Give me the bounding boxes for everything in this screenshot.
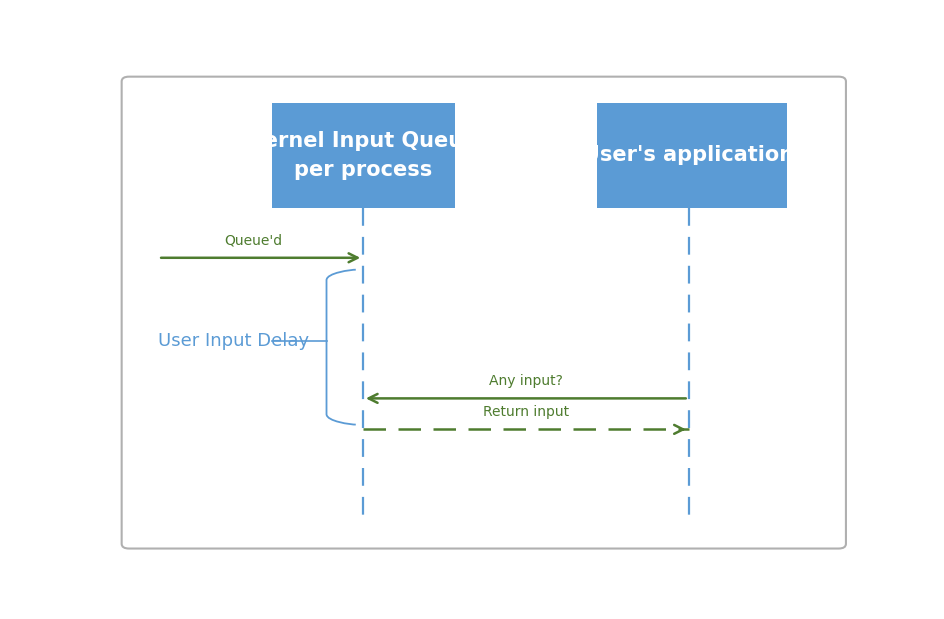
FancyBboxPatch shape xyxy=(122,77,846,548)
Text: Any input?: Any input? xyxy=(489,374,563,388)
Text: Queue'd: Queue'd xyxy=(225,233,282,248)
Text: User Input Delay: User Input Delay xyxy=(159,332,310,350)
Text: User's application: User's application xyxy=(583,145,794,165)
FancyBboxPatch shape xyxy=(598,103,787,208)
Text: Return input: Return input xyxy=(482,405,569,419)
FancyBboxPatch shape xyxy=(272,103,455,208)
Text: Kernel Input Queue
per process: Kernel Input Queue per process xyxy=(248,131,478,180)
